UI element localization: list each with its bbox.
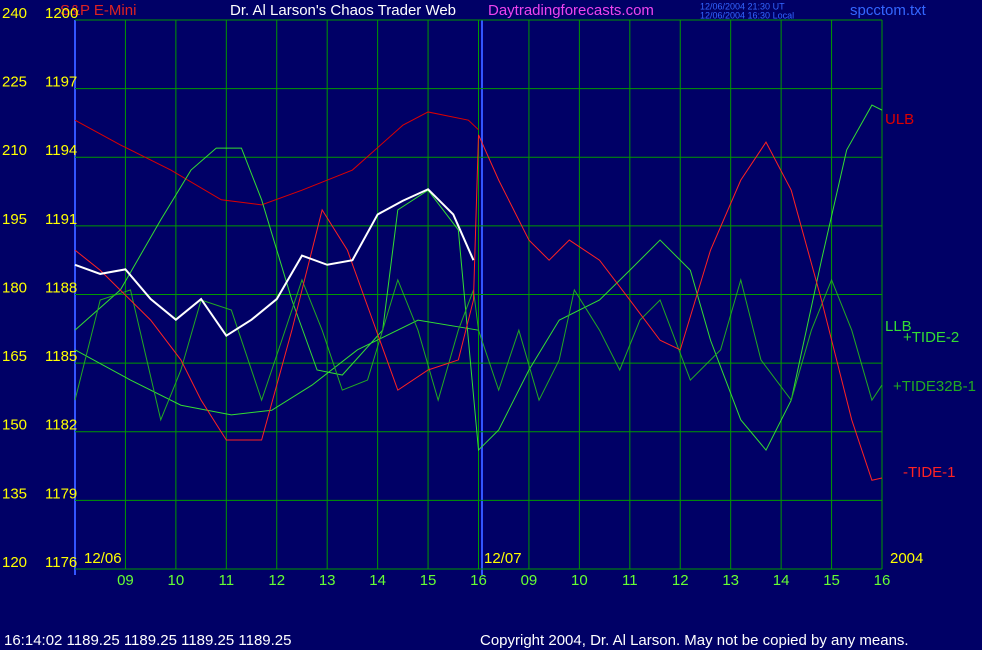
x-tick-label: 16 xyxy=(874,572,891,589)
symbol: S&P E-Mini xyxy=(60,2,136,19)
series-line xyxy=(74,134,883,481)
x-tick-label: 15 xyxy=(420,572,437,589)
status-line: 16:14:02 1189.25 1189.25 1189.25 1189.25 xyxy=(4,632,292,649)
y2-tick-label: 1188 xyxy=(45,279,77,296)
x-tick-label: 15 xyxy=(823,572,840,589)
x-tick-label: 09 xyxy=(117,572,134,589)
x-tick-label: 12 xyxy=(672,572,689,589)
series-label: ULB xyxy=(885,111,914,128)
x-tick-label: 09 xyxy=(521,572,538,589)
y2-tick-label: 1182 xyxy=(45,417,77,434)
x-tick-label: 11 xyxy=(622,572,638,589)
series-line xyxy=(74,111,479,206)
x-tick-label: 11 xyxy=(219,572,235,589)
y2-tick-label: 1200 xyxy=(45,5,78,22)
y-tick-label: 240 xyxy=(2,5,27,22)
x-tick-label: 10 xyxy=(571,572,588,589)
price-line xyxy=(74,188,475,338)
date-label: 12/07 xyxy=(484,550,522,567)
y2-tick-label: 1197 xyxy=(45,74,77,91)
y-tick-label: 195 xyxy=(2,211,27,228)
x-tick-label: 13 xyxy=(722,572,739,589)
y-tick-label: 150 xyxy=(2,417,27,434)
series-label: LLB xyxy=(885,318,912,335)
x-tick-label: 10 xyxy=(168,572,185,589)
date-label: 12/06 xyxy=(84,550,122,567)
x-tick-label: 13 xyxy=(319,572,336,589)
y2-tick-label: 1179 xyxy=(45,485,77,502)
x-tick-label: 12 xyxy=(268,572,285,589)
y-tick-label: 165 xyxy=(2,348,27,365)
file-name: spcctom.txt xyxy=(850,2,927,19)
series-line xyxy=(74,277,883,422)
y2-tick-label: 1176 xyxy=(45,554,77,571)
y2-tick-label: 1185 xyxy=(45,348,77,365)
series-label: +TIDE-2 xyxy=(903,329,959,346)
y2-tick-label: 1191 xyxy=(45,211,77,228)
y2-tick-label: 1194 xyxy=(45,142,77,159)
y-tick-label: 210 xyxy=(2,142,27,159)
series-label: -TIDE-1 xyxy=(903,464,956,481)
chart-title: Dr. Al Larson's Chaos Trader Web xyxy=(230,2,456,19)
date-label: 2004 xyxy=(890,550,923,567)
y-tick-label: 225 xyxy=(2,74,27,91)
copyright: Copyright 2004, Dr. Al Larson. May not b… xyxy=(480,632,909,649)
timestamp: 12/06/2004 16:30 Local xyxy=(700,10,794,20)
x-tick-label: 14 xyxy=(773,572,790,589)
site: Daytradingforecasts.com xyxy=(488,2,654,19)
x-tick-label: 14 xyxy=(369,572,386,589)
y-tick-label: 120 xyxy=(2,554,27,571)
y-tick-label: 180 xyxy=(2,279,27,296)
series-line xyxy=(74,104,883,452)
y-tick-label: 135 xyxy=(2,485,27,502)
series-label: +TIDE32B-1 xyxy=(893,378,976,395)
x-tick-label: 16 xyxy=(470,572,487,589)
series-line xyxy=(74,319,479,416)
timestamp: 12/06/2004 21:30 UT xyxy=(700,1,785,11)
